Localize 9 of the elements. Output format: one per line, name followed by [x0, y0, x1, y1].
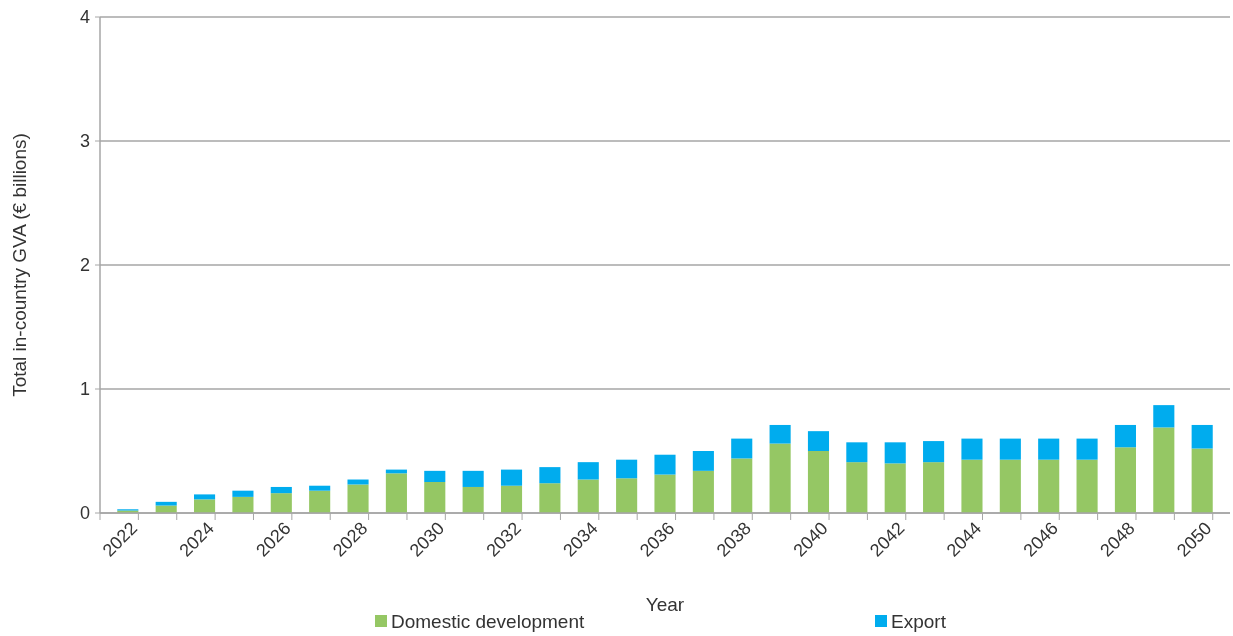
legend-label: Export [891, 610, 947, 632]
y-tick-label: 0 [79, 503, 90, 524]
y-tick-label: 3 [79, 131, 90, 152]
legend-label: Domestic development [391, 610, 585, 632]
y-axis-title: Total in-country GVA (€ billions) [9, 133, 30, 397]
y-tick-label: 2 [79, 255, 90, 276]
y-tick-label: 1 [79, 379, 90, 400]
y-tick-label: 4 [79, 7, 90, 28]
x-axis-title: Year [645, 594, 685, 615]
